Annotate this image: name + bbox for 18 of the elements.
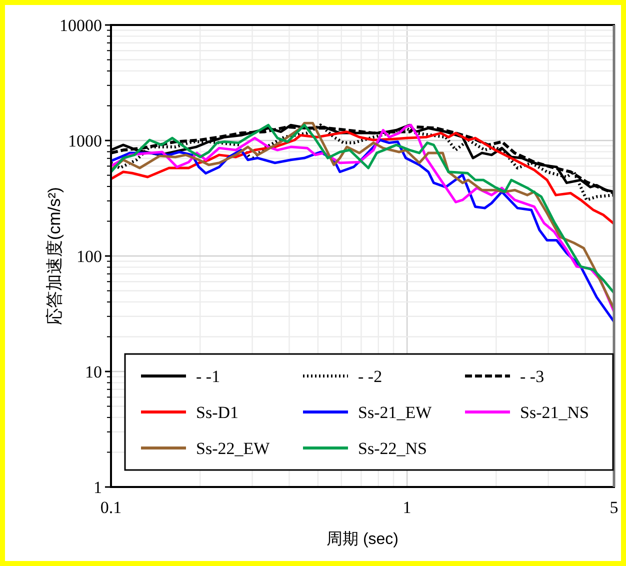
legend-label: - -1 (196, 367, 220, 386)
legend-label: Ss-21_NS (520, 403, 589, 422)
y-axis-title: 応答加速度(cm/s²) (45, 187, 64, 325)
y-tick-label: 100 (76, 247, 102, 266)
y-tick-label: 10000 (60, 16, 102, 35)
legend-label: - -3 (520, 367, 544, 386)
y-tick-label: 1000 (68, 132, 102, 150)
x-tick-label: 5 (610, 498, 618, 517)
x-tick-label: 0.1 (100, 498, 122, 517)
y-tick-label: 1 (94, 478, 102, 497)
legend-label: Ss-D1 (196, 403, 239, 422)
legend-label: Ss-22_NS (358, 439, 427, 458)
x-axis-title: 周期 (sec) (326, 530, 398, 548)
y-tick-label: 10 (85, 362, 102, 382)
legend-label: Ss-22_EW (196, 439, 271, 458)
legend-label: - -2 (358, 367, 382, 386)
legend-label: Ss-21_EW (358, 403, 433, 422)
x-tick-label: 1 (402, 498, 412, 517)
